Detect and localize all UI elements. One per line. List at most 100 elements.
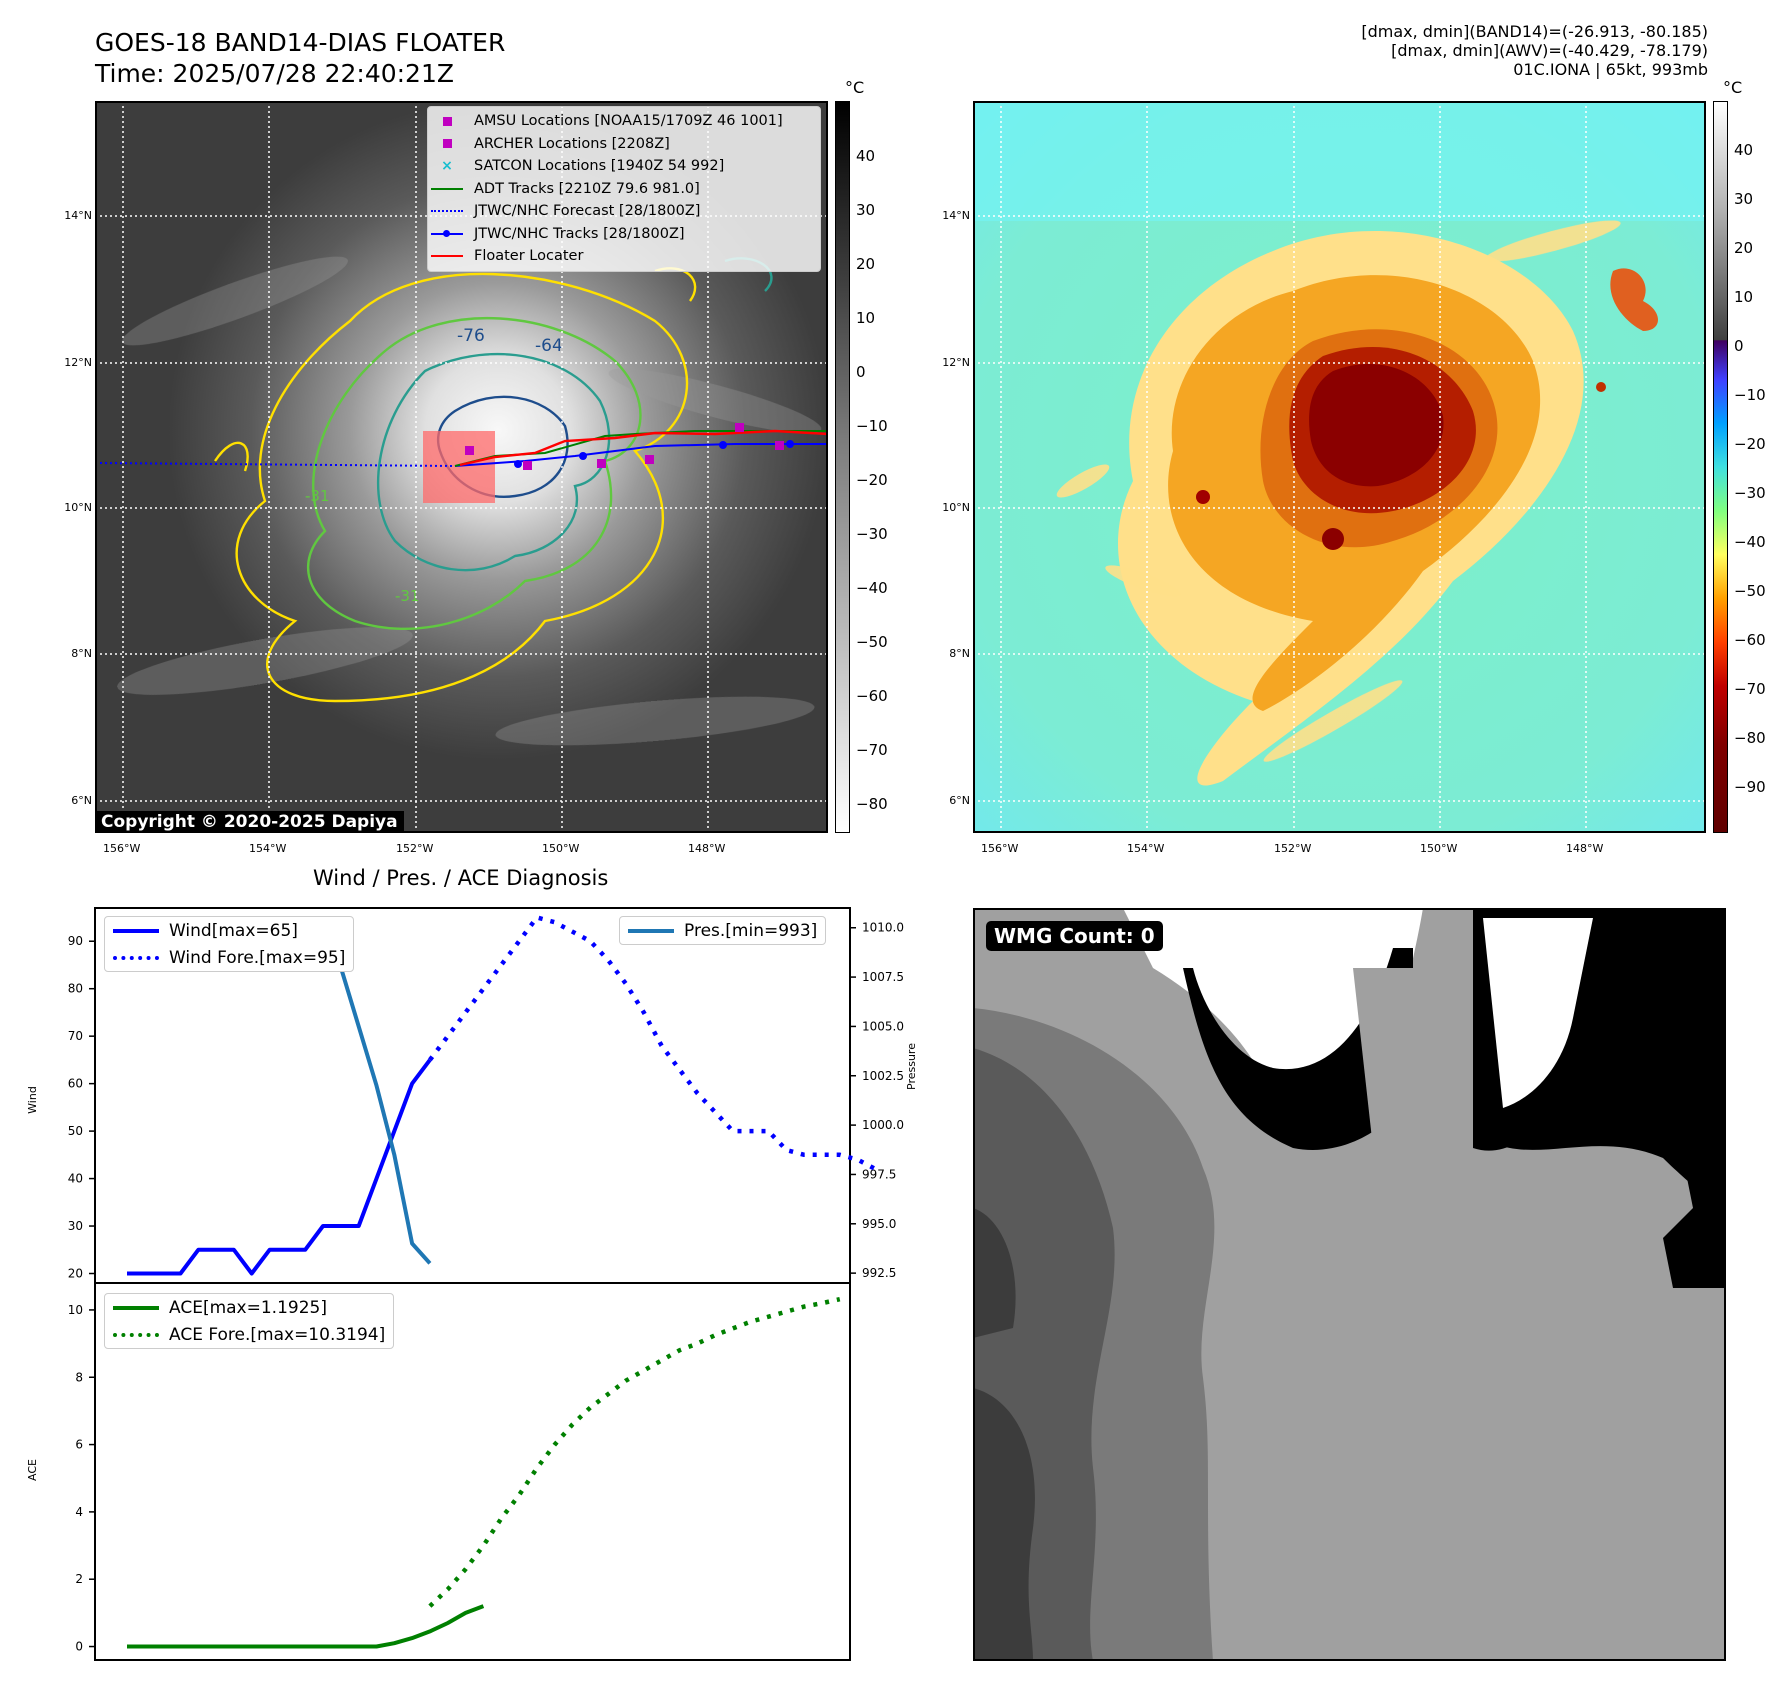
pressure-tick-label: 995.0: [862, 1217, 896, 1231]
pressure-tick-label: 997.5: [862, 1167, 896, 1181]
colorbar-tick: −50: [856, 633, 888, 651]
wmg-panel: WMG Count: 0: [973, 908, 1726, 1661]
legend-item-satcon: × SATCON Locations [1940Z 54 992]: [441, 158, 725, 175]
right-colorbar: [1713, 101, 1728, 833]
pressure-tick-label: 992.5: [862, 1266, 896, 1280]
series-line-ace: [127, 1604, 485, 1649]
colorbar-tick: −10: [856, 417, 888, 435]
colorbar-tick: 30: [856, 201, 876, 219]
colorbar-tick: −30: [1734, 484, 1766, 502]
ace-ylabel: ACE: [26, 1459, 39, 1481]
colorbar-tick: 30: [1734, 190, 1754, 208]
colorbar-tick: 10: [1734, 288, 1754, 306]
colorbar-tick: −80: [1734, 729, 1766, 747]
pressure-axis: 1010.0 1007.5 1005.0 1002.5 1000.0 997.5 995.0…: [850, 921, 904, 1280]
wind-tick-label: 80: [68, 982, 83, 996]
lon-label: 148°W: [1566, 842, 1604, 855]
series-line-ace-fore: [428, 1297, 841, 1608]
series-line-wind: [127, 1058, 432, 1276]
contour-label: -31: [305, 487, 330, 505]
lat-label: 10°N: [64, 501, 92, 514]
wind-tick-label: 50: [68, 1124, 83, 1138]
lon-label: 156°W: [981, 842, 1019, 855]
wind-tick-label: 90: [68, 934, 83, 948]
pressure-tick-label: 1007.5: [862, 970, 904, 984]
colorbar-tick: −70: [1734, 680, 1766, 698]
wind-legend: Wind[max=65] Wind Fore.[max=95]: [104, 916, 355, 972]
colorbar-tick: −90: [1734, 778, 1766, 796]
ace-tick-label: 2: [75, 1572, 83, 1586]
colorbar-tick: −60: [856, 687, 888, 705]
ace-tick-label: 8: [75, 1370, 83, 1384]
colorbar-tick: −60: [1734, 631, 1766, 649]
lat-label: 12°N: [64, 356, 92, 369]
legend-item-floater: Floater Locater: [428, 245, 820, 268]
contour-labels: -76 -64 -31 -31: [305, 326, 563, 605]
wind-axis: 90 80 70 60 50 40 30 20: [68, 934, 95, 1281]
meta-line-2: [dmax, dmin](AWV)=(-40.429, -78.179): [1391, 41, 1708, 60]
meta-info: [dmax, dmin](BAND14)=(-26.913, -80.185) …: [1361, 22, 1708, 79]
contour-label: -31: [395, 587, 420, 605]
left-map-lon-labels: 156°W 154°W 152°W 150°W 148°W: [95, 842, 828, 858]
map-legend: AMSU Locations [NOAA15/1709Z 46 1001] AR…: [427, 106, 821, 272]
colorbar-tick: −70: [856, 741, 888, 759]
ace-axis: 10 8 6 4 2 0: [68, 1303, 95, 1654]
lat-label: 6°N: [71, 794, 92, 807]
colorbar-tick: 40: [856, 147, 876, 165]
colorbar-tick: −30: [856, 525, 888, 543]
ace-legend: ACE[max=1.1925] ACE Fore.[max=10.3194]: [104, 1293, 395, 1349]
lat-label: 14°N: [942, 209, 970, 222]
legend-item-amsu: AMSU Locations [NOAA15/1709Z 46 1001]: [428, 110, 820, 133]
title-line-1: GOES-18 BAND14-DIAS FLOATER: [95, 28, 506, 57]
legend-wind-forecast: Wind Fore.[max=95]: [105, 944, 353, 971]
pressure-tick-label: 1005.0: [862, 1019, 904, 1033]
title-line-2: Time: 2025/07/28 22:40:21Z: [95, 59, 454, 88]
colorbar-tick: 0: [856, 363, 866, 381]
colorbar-tick: −40: [1734, 533, 1766, 551]
colorbar-tick: 0: [1734, 337, 1744, 355]
ace-tick-label: 10: [68, 1303, 83, 1317]
right-colorbar-ticks: 40 30 20 10 0 −10 −20 −30 −40 −50 −60 −7…: [1734, 101, 1784, 833]
colorbar-tick: −80: [856, 795, 888, 813]
left-colorbar-unit: °C: [845, 78, 865, 97]
lat-label: 8°N: [71, 647, 92, 660]
wmg-count-badge: WMG Count: 0: [986, 921, 1163, 951]
series-line-wind-fore: [428, 915, 877, 1172]
chart-title: GOES-18 BAND14-DIAS FLOATER Time: 2025/0…: [95, 27, 505, 89]
left-colorbar: [835, 101, 850, 833]
lat-label: 10°N: [942, 501, 970, 514]
ir-map: -76 -64 -31 -31: [94, 101, 829, 833]
lon-label: 156°W: [103, 842, 141, 855]
lon-label: 148°W: [688, 842, 726, 855]
left-colorbar-ticks: 40 30 20 10 0 −10 −20 −30 −40 −50 −60 −7…: [856, 101, 906, 833]
legend-ace: ACE[max=1.1925]: [105, 1294, 393, 1321]
pressure-tick-label: 1000.0: [862, 1118, 904, 1132]
series-line-pres: [127, 925, 432, 1265]
lon-label: 150°W: [542, 842, 580, 855]
colorbar-tick: −40: [856, 579, 888, 597]
enhanced-map-grid: [973, 101, 1706, 833]
wmg-image: [973, 908, 1726, 1661]
wind-ylabel: Wind: [26, 1086, 39, 1114]
colorbar-tick: −20: [856, 471, 888, 489]
pressure-tick-label: 1010.0: [862, 921, 904, 935]
floater-locater-box: [423, 431, 495, 503]
legend-item-jtwc-forecast: JTWC/NHC Forecast [28/1800Z]: [428, 200, 820, 223]
legend-item-jtwc-tracks: JTWC/NHC Tracks [28/1800Z]: [428, 223, 820, 246]
left-map-lat-labels: 14°N 12°N 10°N 8°N 6°N: [52, 101, 92, 833]
diagnosis-title: Wind / Pres. / ACE Diagnosis: [313, 866, 609, 890]
copyright-label: Copyright © 2020-2025 Dapiya: [95, 811, 404, 833]
legend-item-archer: ARCHER Locations [2208Z]: [428, 133, 820, 156]
pressure-tick-label: 1002.5: [862, 1069, 904, 1083]
ace-tick-label: 0: [75, 1640, 83, 1654]
enhanced-ir-map: [973, 101, 1706, 833]
enhanced-ir-svg: [973, 101, 1706, 833]
pressure-legend: Pres.[min=993]: [619, 916, 827, 945]
lon-label: 154°W: [249, 842, 287, 855]
lat-label: 8°N: [949, 647, 970, 660]
colorbar-tick: −50: [1734, 582, 1766, 600]
colorbar-tick: −10: [1734, 386, 1766, 404]
meta-line-3: 01C.IONA | 65kt, 993mb: [1513, 60, 1708, 79]
legend-pressure: Pres.[min=993]: [620, 917, 825, 944]
